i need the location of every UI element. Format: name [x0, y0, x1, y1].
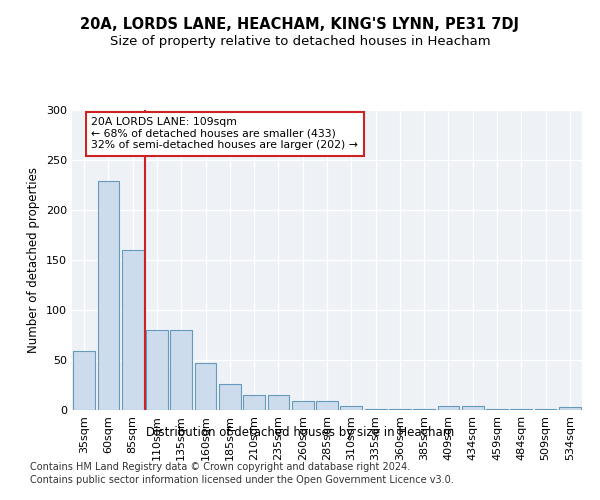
Bar	[559, 407, 581, 410]
Bar	[268, 395, 289, 410]
Bar	[462, 406, 484, 410]
Text: Contains public sector information licensed under the Open Government Licence v3: Contains public sector information licen…	[30, 475, 454, 485]
Bar	[194, 363, 217, 410]
Bar	[316, 401, 338, 410]
Text: Size of property relative to detached houses in Heacham: Size of property relative to detached ho…	[110, 35, 490, 48]
Bar	[219, 384, 241, 410]
Text: Distribution of detached houses by size in Heacham: Distribution of detached houses by size …	[146, 426, 454, 439]
Bar	[413, 409, 435, 410]
Bar	[389, 409, 411, 410]
Text: 20A, LORDS LANE, HEACHAM, KING'S LYNN, PE31 7DJ: 20A, LORDS LANE, HEACHAM, KING'S LYNN, P…	[80, 18, 520, 32]
Bar	[437, 406, 460, 410]
Text: Contains HM Land Registry data © Crown copyright and database right 2024.: Contains HM Land Registry data © Crown c…	[30, 462, 410, 472]
Bar	[365, 409, 386, 410]
Bar	[292, 401, 314, 410]
Y-axis label: Number of detached properties: Number of detached properties	[28, 167, 40, 353]
Bar	[97, 181, 119, 410]
Bar	[340, 406, 362, 410]
Bar	[511, 409, 532, 410]
Bar	[243, 395, 265, 410]
Bar	[146, 330, 168, 410]
Text: 20A LORDS LANE: 109sqm
← 68% of detached houses are smaller (433)
32% of semi-de: 20A LORDS LANE: 109sqm ← 68% of detached…	[91, 117, 358, 150]
Bar	[122, 250, 143, 410]
Bar	[73, 351, 95, 410]
Bar	[170, 330, 192, 410]
Bar	[486, 409, 508, 410]
Bar	[535, 409, 556, 410]
